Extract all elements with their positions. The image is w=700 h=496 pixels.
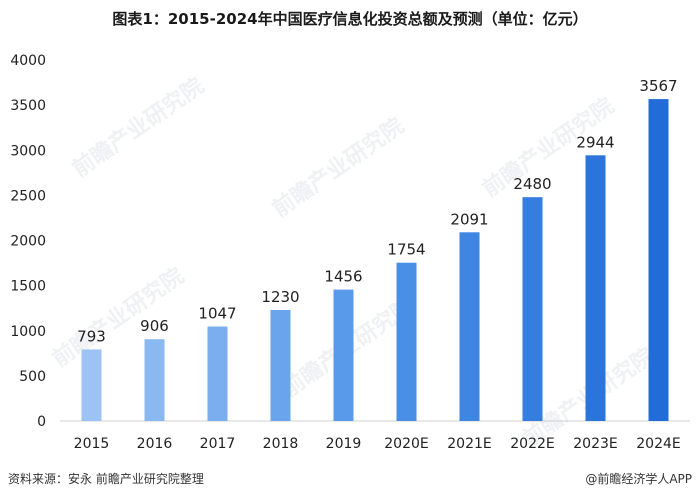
y-tick-label-1: 500: [19, 369, 46, 385]
bar-2016: [144, 339, 165, 421]
x-tick-label-2018: 2018: [263, 436, 299, 452]
y-tick-label-8: 4000: [10, 53, 46, 69]
data-label-2018: 1230: [261, 288, 299, 306]
y-tick-label-4: 2000: [10, 234, 46, 250]
bar-2021E: [459, 232, 480, 421]
source-note: 资料来源：安永 前瞻产业研究院整理: [8, 472, 204, 486]
bar-2015: [81, 349, 102, 421]
y-tick-label-5: 2500: [10, 188, 46, 204]
data-label-2021E: 2091: [450, 210, 488, 228]
y-tick-label-2: 1000: [10, 324, 46, 340]
y-tick-label-3: 1500: [10, 279, 46, 295]
x-tick-label-2021E: 2021E: [447, 436, 491, 452]
bar-2020E: [396, 262, 417, 421]
x-tick-label-2017: 2017: [200, 436, 236, 452]
bar-2024E: [648, 99, 669, 421]
x-tick-label-2015: 2015: [74, 436, 110, 452]
bar-2022E: [522, 197, 543, 421]
data-label-2016: 906: [140, 317, 169, 335]
x-tick-label-2019: 2019: [326, 436, 362, 452]
data-label-2024E: 3567: [639, 77, 677, 95]
y-tick-label-7: 3500: [10, 98, 46, 114]
bar-2018: [270, 309, 291, 421]
data-label-2022E: 2480: [513, 175, 551, 193]
x-tick-label-2023E: 2023E: [573, 436, 617, 452]
chart-title: 图表1：2015-2024年中国医疗信息化投资总额及预测（单位：亿元）: [112, 10, 588, 28]
data-label-2023E: 2944: [576, 133, 614, 151]
y-tick-label-6: 3000: [10, 143, 46, 159]
x-tick-label-2016: 2016: [137, 436, 173, 452]
data-label-2019: 1456: [324, 268, 362, 286]
x-tick-label-2020E: 2020E: [384, 436, 428, 452]
y-tick-label-0: 0: [37, 414, 46, 430]
x-tick-label-2024E: 2024E: [636, 436, 680, 452]
x-tick-label-2022E: 2022E: [510, 436, 554, 452]
brand-credit: @前瞻经济学人APP: [585, 472, 692, 486]
bar-2017: [207, 326, 228, 421]
bar-2023E: [585, 155, 606, 421]
data-label-2017: 1047: [198, 305, 236, 323]
data-label-2015: 793: [77, 327, 106, 345]
data-label-2020E: 1754: [387, 241, 425, 259]
bar-2019: [333, 289, 354, 421]
